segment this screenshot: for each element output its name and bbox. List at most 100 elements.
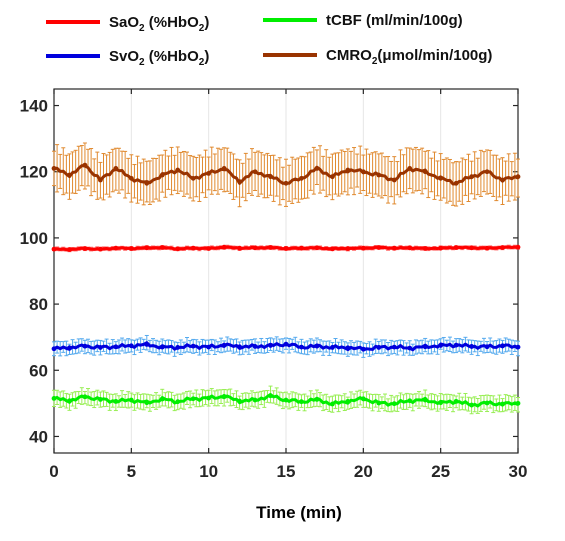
data-point-cmro2: [422, 169, 428, 175]
x-tick-label-6: 30: [509, 462, 528, 481]
data-point-svo2: [376, 345, 382, 350]
data-point-sao2: [175, 246, 181, 252]
data-point-sao2: [113, 245, 119, 251]
data-point-tcbf: [438, 400, 444, 406]
series-tcbf: [51, 385, 521, 415]
data-point-cmro2: [221, 166, 227, 171]
data-point-tcbf: [175, 399, 181, 405]
series-cmro2: [51, 142, 521, 208]
data-point-svo2: [128, 343, 134, 349]
legend-label-tcbf: tCBF (ml/min/100g): [326, 12, 463, 29]
data-point-cmro2: [128, 175, 134, 181]
data-point-svo2: [438, 343, 444, 348]
data-point-tcbf: [469, 402, 474, 408]
data-point-cmro2: [469, 174, 474, 180]
data-point-tcbf: [113, 398, 119, 404]
data-point-sao2: [128, 246, 134, 251]
data-point-svo2: [453, 342, 459, 348]
data-point-cmro2: [484, 169, 490, 175]
legend-label-sao2: SaO2 (%HbO2): [109, 14, 209, 34]
data-point-tcbf: [51, 396, 57, 401]
data-point-sao2: [206, 246, 212, 251]
x-tick-label-1: 5: [127, 462, 136, 481]
data-point-tcbf: [237, 398, 243, 404]
data-point-sao2: [299, 245, 304, 251]
data-point-svo2: [51, 346, 57, 352]
data-point-cmro2: [175, 167, 181, 173]
data-point-cmro2: [345, 167, 351, 173]
data-point-sao2: [268, 245, 273, 250]
legend-entry-svo2: SvO2 (%HbO2): [46, 48, 209, 68]
data-point-sao2: [407, 245, 413, 251]
data-point-svo2: [422, 344, 428, 350]
data-point-cmro2: [438, 175, 444, 181]
data-point-sao2: [159, 245, 165, 250]
data-point-cmro2: [51, 166, 57, 171]
data-point-cmro2: [252, 169, 258, 175]
data-point-sao2: [330, 246, 335, 252]
plot-area: 0 5 10 15 20 25 30 40 60 80 100 120 140: [20, 88, 528, 481]
data-point-sao2: [237, 245, 243, 251]
data-point-cmro2: [190, 175, 196, 181]
data-point-sao2: [438, 245, 444, 251]
data-point-cmro2: [159, 172, 165, 178]
data-point-cmro2: [500, 177, 505, 183]
y-tick-label-1: 60: [29, 361, 48, 380]
data-point-sao2: [469, 245, 474, 251]
data-point-svo2: [144, 342, 150, 347]
data-point-cmro2: [283, 180, 289, 186]
data-point-tcbf: [391, 401, 397, 407]
x-tick-label-4: 20: [354, 462, 373, 481]
legend-entry-cmro2: CMRO2(μmol/min/100g): [263, 47, 492, 67]
data-point-sao2: [345, 246, 351, 251]
data-point-svo2: [268, 343, 273, 348]
data-point-tcbf: [190, 396, 196, 402]
data-point-tcbf: [159, 396, 165, 402]
data-point-cmro2: [391, 177, 397, 183]
data-point-cmro2: [330, 174, 335, 180]
data-point-sao2: [283, 246, 289, 251]
data-point-sao2: [391, 245, 397, 251]
data-point-cmro2: [206, 170, 212, 176]
data-point-tcbf: [422, 397, 428, 403]
data-point-sao2: [376, 245, 382, 250]
data-point-svo2: [175, 345, 181, 350]
data-point-svo2: [407, 345, 413, 351]
data-point-sao2: [422, 246, 428, 251]
data-point-svo2: [159, 344, 165, 350]
series-svo2: [51, 334, 521, 358]
data-point-cmro2: [453, 180, 459, 186]
data-point-tcbf: [98, 396, 103, 402]
data-point-cmro2: [360, 169, 366, 175]
series-sao2: [51, 244, 521, 253]
data-point-sao2: [190, 245, 196, 251]
data-point-tcbf: [268, 393, 273, 399]
data-point-cmro2: [144, 180, 150, 186]
y-tick-label-3: 100: [20, 229, 48, 248]
legend: SaO2 (%HbO2) SvO2 (%HbO2) tCBF (ml/min/1…: [46, 12, 492, 68]
legend-entry-sao2: SaO2 (%HbO2): [46, 14, 209, 34]
data-point-tcbf: [453, 398, 459, 404]
data-point-svo2: [500, 343, 505, 349]
data-point-svo2: [98, 345, 103, 350]
data-point-tcbf: [221, 394, 227, 399]
data-point-tcbf: [82, 394, 88, 400]
data-point-cmro2: [98, 177, 103, 183]
data-point-svo2: [82, 343, 88, 349]
data-point-svo2: [469, 344, 474, 349]
data-point-cmro2: [314, 166, 320, 171]
data-point-svo2: [113, 344, 119, 350]
data-point-cmro2: [515, 174, 521, 180]
data-point-sao2: [144, 245, 150, 251]
legend-label-svo2: SvO2 (%HbO2): [109, 48, 209, 68]
data-point-cmro2: [67, 172, 72, 178]
data-point-sao2: [67, 247, 72, 252]
data-point-svo2: [484, 344, 490, 350]
data-point-cmro2: [299, 175, 304, 181]
data-point-tcbf: [252, 397, 258, 403]
data-point-sao2: [500, 245, 505, 250]
data-point-cmro2: [237, 179, 243, 185]
data-point-sao2: [51, 246, 57, 252]
data-point-tcbf: [128, 397, 134, 403]
